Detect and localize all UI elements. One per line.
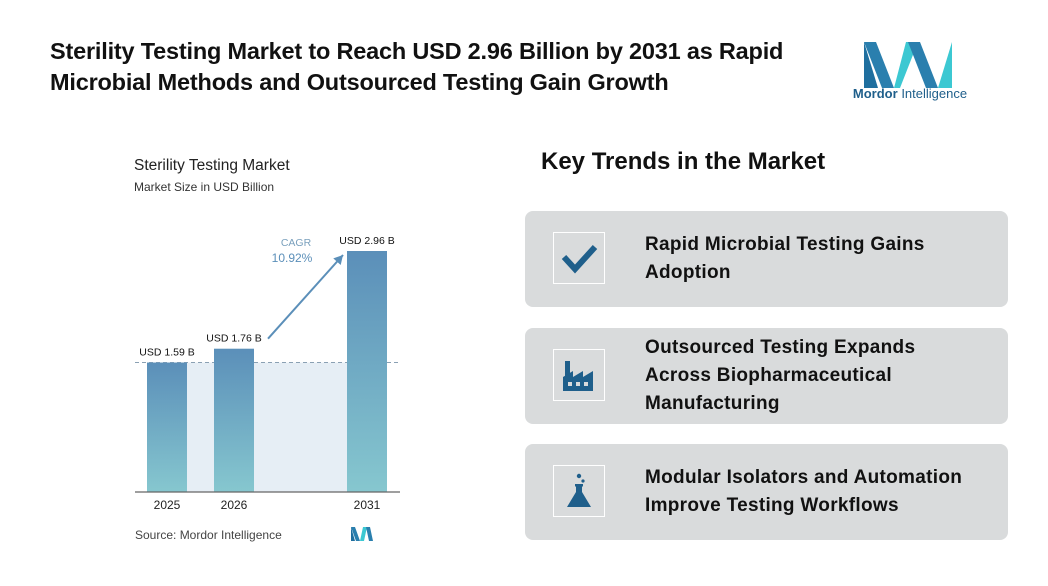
mordor-intelligence-logo bbox=[864, 42, 952, 88]
logo-wordmark: Mordor Intelligence bbox=[850, 86, 970, 101]
x-tick-label: 2025 bbox=[154, 498, 181, 512]
trend-label: Outsourced Testing Expands Across Biopha… bbox=[645, 337, 916, 414]
trend-label: Rapid Microbial Testing Gains Adoption bbox=[645, 234, 925, 283]
cagr-arrowhead bbox=[333, 255, 343, 266]
chart-subtitle: Market Size in USD Billion bbox=[134, 180, 275, 194]
x-tick-label: 2026 bbox=[221, 498, 248, 512]
source-logo-icon bbox=[351, 527, 373, 541]
bar-value-label: USD 2.96 B bbox=[339, 235, 394, 247]
trend-icon-frame bbox=[553, 232, 605, 284]
chart-title: Sterility Testing Market bbox=[134, 157, 290, 174]
flask-icon bbox=[567, 473, 591, 507]
trend-icon-frame bbox=[553, 465, 605, 517]
checkmark-icon bbox=[561, 244, 598, 274]
trend-icon-frame bbox=[553, 349, 605, 401]
bar-2026 bbox=[214, 348, 254, 492]
bar-value-label: USD 1.59 B bbox=[139, 347, 194, 359]
logo-word-mordor: Mordor bbox=[852, 86, 898, 101]
trend-card-rapid-microbial: Rapid Microbial Testing Gains Adoption bbox=[525, 211, 1008, 307]
bar-2031 bbox=[347, 251, 387, 492]
cagr-label: CAGR bbox=[281, 237, 312, 249]
chart-source: Source: Mordor Intelligence bbox=[135, 528, 282, 542]
cagr-arrow bbox=[267, 254, 344, 340]
cagr-value: 10.92% bbox=[272, 251, 313, 265]
factory-icon bbox=[563, 361, 593, 391]
trends-title: Key Trends in the Market bbox=[541, 148, 826, 175]
logo-word-intelligence: Intelligence bbox=[901, 86, 968, 101]
x-tick-label: 2031 bbox=[354, 498, 381, 512]
trend-card-outsourced-testing: Outsourced Testing Expands Across Biopha… bbox=[525, 328, 1008, 424]
bar-value-label: USD 1.76 B bbox=[206, 333, 261, 345]
bar-chart: USD 1.59 B 2025 USD 1.76 B 2026 USD 2.96 B 20… bbox=[135, 235, 400, 512]
page-title: Sterility Testing Market to Reach USD 2.… bbox=[50, 38, 784, 95]
trend-card-modular-isolators: Modular Isolators and Automation Improve… bbox=[525, 444, 1008, 540]
bar-2025 bbox=[147, 362, 187, 492]
trend-label: Modular Isolators and Automation Improve… bbox=[645, 467, 963, 516]
